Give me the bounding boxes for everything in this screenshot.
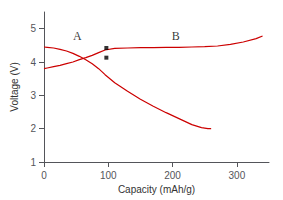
svg-text:B: B bbox=[172, 29, 180, 43]
svg-text:A: A bbox=[73, 29, 82, 43]
svg-text:5: 5 bbox=[30, 23, 36, 34]
svg-text:3: 3 bbox=[30, 90, 36, 101]
svg-text:4: 4 bbox=[30, 57, 36, 68]
svg-text:Capacity (mAh/g): Capacity (mAh/g) bbox=[118, 184, 195, 195]
svg-text:Voltage (V): Voltage (V) bbox=[9, 62, 20, 111]
svg-text:0: 0 bbox=[41, 170, 47, 181]
svg-text:100: 100 bbox=[100, 170, 117, 181]
svg-text:2: 2 bbox=[30, 123, 36, 134]
svg-text:1: 1 bbox=[30, 157, 36, 168]
svg-text:200: 200 bbox=[164, 170, 181, 181]
svg-text:300: 300 bbox=[229, 170, 246, 181]
